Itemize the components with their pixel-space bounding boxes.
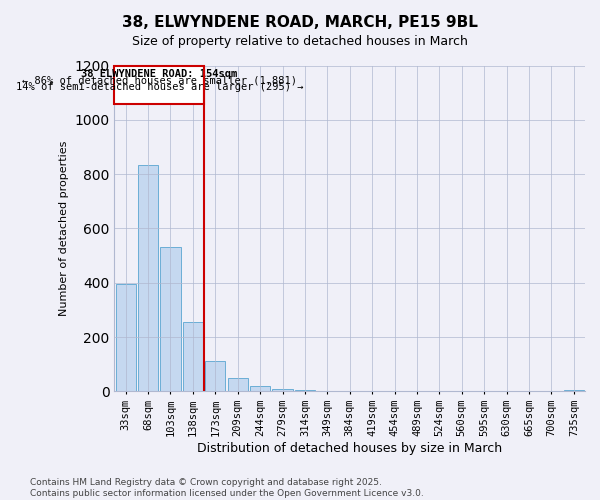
Bar	[115, 66, 204, 104]
Bar	[116, 284, 136, 392]
Y-axis label: Number of detached properties: Number of detached properties	[59, 140, 69, 316]
Text: 38, ELWYNDENE ROAD, MARCH, PE15 9BL: 38, ELWYNDENE ROAD, MARCH, PE15 9BL	[122, 15, 478, 30]
Bar	[564, 390, 584, 392]
Text: 38 ELWYNDENE ROAD: 154sqm: 38 ELWYNDENE ROAD: 154sqm	[81, 69, 238, 79]
Bar	[295, 390, 315, 392]
Text: Size of property relative to detached houses in March: Size of property relative to detached ho…	[132, 35, 468, 48]
Bar	[183, 322, 203, 392]
Bar	[317, 391, 337, 392]
Text: 14% of semi-detached houses are larger (295) →: 14% of semi-detached houses are larger (…	[16, 82, 303, 92]
Bar	[138, 164, 158, 392]
Text: ← 86% of detached houses are smaller (1,881): ← 86% of detached houses are smaller (1,…	[22, 76, 297, 86]
Bar	[227, 378, 248, 392]
Bar	[272, 388, 293, 392]
Bar	[250, 386, 270, 392]
X-axis label: Distribution of detached houses by size in March: Distribution of detached houses by size …	[197, 442, 502, 455]
Text: Contains HM Land Registry data © Crown copyright and database right 2025.
Contai: Contains HM Land Registry data © Crown c…	[30, 478, 424, 498]
Bar	[160, 248, 181, 392]
Bar	[205, 362, 226, 392]
